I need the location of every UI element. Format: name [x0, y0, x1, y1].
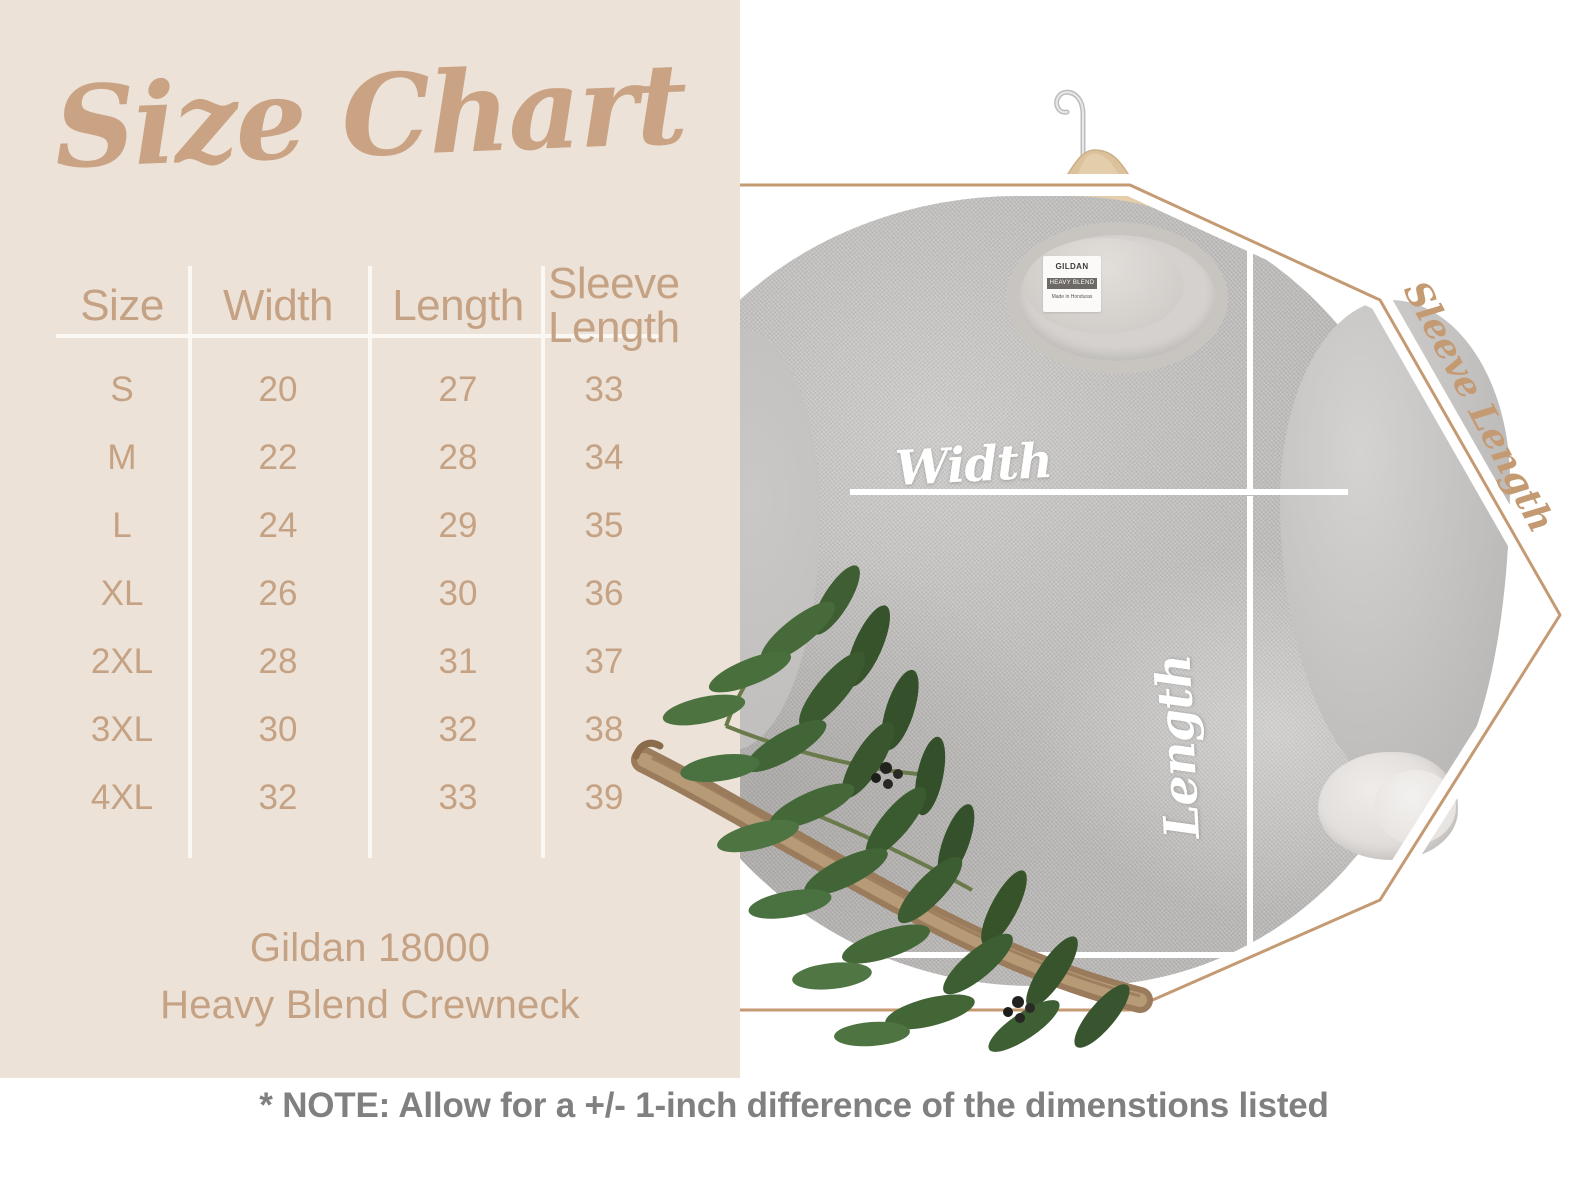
- cell-sleeve: 39: [584, 778, 624, 817]
- col-header-width: Width: [223, 281, 333, 330]
- berry-clusters: [871, 762, 1035, 1023]
- cell-length: 32: [438, 710, 478, 749]
- cell-width: 26: [258, 574, 298, 613]
- length-measure-line: [1247, 496, 1253, 958]
- cell-sleeve: 37: [584, 642, 624, 681]
- cell-width: 20: [258, 370, 298, 409]
- cell-sleeve: 36: [584, 574, 624, 613]
- note-bar-background: [0, 1078, 1588, 1186]
- cell-size: XL: [100, 574, 144, 613]
- table-row: L 24 29 35: [56, 492, 660, 560]
- note-text: * NOTE: Allow for a +/- 1-inch differenc…: [259, 1086, 1329, 1125]
- neck-label: GILDAN HEAVY BLEND Made in Honduras: [1043, 256, 1101, 312]
- cell-length: 30: [438, 574, 478, 613]
- cell-sleeve: 34: [584, 438, 624, 477]
- center-vertical-line-top: [1247, 199, 1253, 489]
- col-header-sleeve-line1: Sleeve: [548, 259, 680, 308]
- table-row: S 20 27 33: [56, 356, 660, 424]
- sleeve-cuff-inner: [1374, 770, 1456, 844]
- cell-length: 28: [438, 438, 478, 477]
- cell-sleeve: 33: [584, 370, 624, 409]
- table-row: 2XL 28 31 37: [56, 628, 660, 696]
- col-header-length: Length: [392, 281, 524, 330]
- cell-sleeve: 35: [584, 506, 624, 545]
- cell-width: 30: [258, 710, 298, 749]
- cell-size: S: [110, 370, 134, 409]
- cell-length: 31: [438, 642, 478, 681]
- width-label: Width: [893, 432, 1054, 498]
- page-title: Size Chart: [52, 38, 688, 195]
- cell-length: 29: [438, 506, 478, 545]
- table-divider-3: [541, 266, 545, 858]
- product-name: Gildan 18000 Heavy Blend Crewneck: [0, 920, 740, 1034]
- table-row: XL 26 30 36: [56, 560, 660, 628]
- col-header-size: Size: [80, 281, 164, 330]
- col-header-sleeve-length: Sleeve Length: [548, 259, 680, 356]
- size-table: Size Width Length Sleeve Length S 20 27 …: [56, 259, 680, 832]
- width-measure-line-extension: [1270, 489, 1348, 495]
- neck-label-fine: Made in Honduras: [1051, 294, 1093, 300]
- neck-label-sub: HEAVY BLEND: [1047, 278, 1097, 289]
- size-table-wrapper: Size Width Length Sleeve Length S 20 27 …: [56, 259, 680, 862]
- neck-label-brand: GILDAN: [1055, 262, 1089, 271]
- cell-width: 32: [258, 778, 298, 817]
- table-row: M 22 28 34: [56, 424, 660, 492]
- table-divider-2: [368, 266, 372, 858]
- olive-branch-decoration: [631, 565, 1153, 1052]
- product-name-line1: Gildan 18000: [249, 926, 491, 970]
- cell-size: L: [112, 506, 132, 545]
- col-header-sleeve-line2: Length: [548, 303, 680, 352]
- cell-size: 4XL: [90, 778, 154, 817]
- hanger-hook-icon: [1054, 89, 1086, 172]
- cell-length: 27: [438, 370, 478, 409]
- size-table-body: S 20 27 33 M 22 28 34 L 24 29 35: [56, 356, 660, 832]
- cell-size: 3XL: [90, 710, 154, 749]
- cell-length: 33: [438, 778, 478, 817]
- cell-sleeve: 38: [584, 710, 624, 749]
- olive-leaves: [662, 565, 1130, 1052]
- table-row: 3XL 30 32 38: [56, 696, 660, 764]
- product-name-line2: Heavy Blend Crewneck: [160, 982, 580, 1027]
- table-header-rule: [56, 334, 660, 338]
- cell-width: 28: [258, 642, 298, 681]
- table-row: 4XL 32 33 39: [56, 764, 660, 832]
- cell-width: 22: [258, 438, 298, 477]
- table-divider-1: [188, 266, 192, 858]
- cell-size: M: [107, 438, 137, 477]
- table-header-row: Size Width Length Sleeve Length: [56, 259, 680, 356]
- cell-size: 2XL: [90, 642, 154, 681]
- cell-width: 24: [258, 506, 298, 545]
